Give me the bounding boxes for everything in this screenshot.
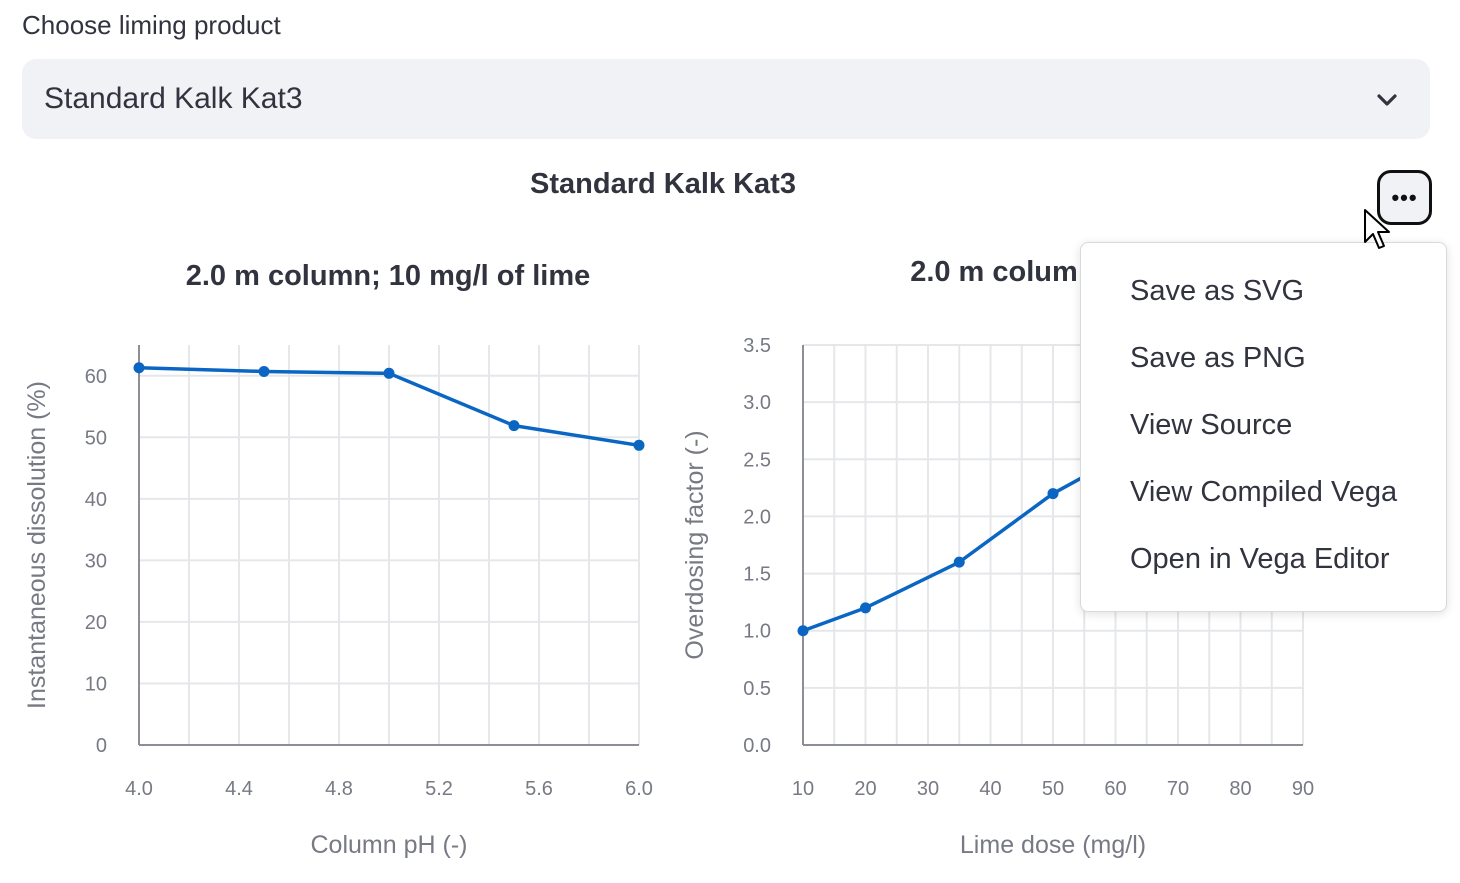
menu-item-save-png[interactable]: Save as PNG xyxy=(1130,342,1306,374)
y-tick-label: 1.5 xyxy=(743,564,771,586)
data-point xyxy=(1047,488,1059,500)
chart-group-title: Standard Kalk Kat3 xyxy=(530,168,796,200)
y-tick-label: 2.0 xyxy=(743,506,771,528)
y-tick-label: 40 xyxy=(85,489,107,511)
y-tick-label: 3.5 xyxy=(743,335,771,357)
data-point xyxy=(383,367,395,379)
chart-title: 2.0 m colum xyxy=(910,256,1078,288)
data-point xyxy=(797,625,809,637)
chart-actions-menu: Save as SVG Save as PNG View Source View… xyxy=(1080,242,1447,612)
x-axis-title: Lime dose (mg/l) xyxy=(960,831,1146,859)
y-tick-label: 0.5 xyxy=(743,678,771,700)
x-tick-label: 80 xyxy=(1229,778,1251,800)
y-axis-title: Instantaneous dissolution (%) xyxy=(23,381,51,709)
x-tick-label: 60 xyxy=(1104,778,1126,800)
x-tick-label: 4.8 xyxy=(325,778,353,800)
liming-product-select[interactable]: Standard Kalk Kat3 xyxy=(22,59,1430,139)
x-tick-label: 4.4 xyxy=(225,778,253,800)
y-tick-label: 30 xyxy=(85,550,107,572)
x-tick-label: 5.2 xyxy=(425,778,453,800)
y-tick-label: 3.0 xyxy=(743,392,771,414)
x-tick-label: 90 xyxy=(1292,778,1314,800)
x-tick-label: 10 xyxy=(792,778,814,800)
y-tick-label: 60 xyxy=(85,366,107,388)
data-point xyxy=(633,439,645,451)
data-point xyxy=(860,602,871,614)
y-tick-label: 0 xyxy=(96,735,107,757)
x-tick-label: 70 xyxy=(1167,778,1189,800)
chart-2: 10 20 30 40 50 60 70 80 90 0.0 0.5 1.0 1.5 2.0 2.5 3.0 3… xyxy=(681,256,1314,859)
menu-item-view-compiled-vega[interactable]: View Compiled Vega xyxy=(1130,476,1398,508)
mouse-cursor-icon xyxy=(1364,209,1390,249)
x-tick-label: 5.6 xyxy=(525,778,553,800)
data-point xyxy=(258,365,270,377)
y-tick-label: 0.0 xyxy=(743,735,771,757)
data-point xyxy=(133,362,145,374)
x-tick-label: 4.0 xyxy=(125,778,153,800)
data-point xyxy=(953,556,965,568)
select-value: Standard Kalk Kat3 xyxy=(44,82,303,115)
chevron-down-icon xyxy=(1377,94,1397,106)
x-tick-label: 40 xyxy=(979,778,1001,800)
menu-item-open-vega-editor[interactable]: Open in Vega Editor xyxy=(1130,543,1390,575)
y-tick-label: 20 xyxy=(85,612,107,634)
select-label: Choose liming product xyxy=(22,10,281,40)
y-tick-label: 50 xyxy=(85,427,107,449)
x-tick-label: 20 xyxy=(854,778,876,800)
y-tick-label: 1.0 xyxy=(743,621,771,643)
chart-1: 4.0 4.4 4.8 5.2 5.6 6.0 0 10 20 30 40 50 60 2.0 m col… xyxy=(23,260,653,859)
x-axis-title: Column pH (-) xyxy=(311,831,468,859)
x-tick-label: 6.0 xyxy=(625,778,653,800)
y-tick-label: 2.5 xyxy=(743,449,771,471)
x-tick-label: 30 xyxy=(917,778,939,800)
chart-title: 2.0 m column; 10 mg/l of lime xyxy=(186,260,591,292)
chart-actions-button[interactable]: ••• xyxy=(1377,170,1432,225)
menu-item-save-svg[interactable]: Save as SVG xyxy=(1130,275,1305,307)
y-axis-title: Overdosing factor (-) xyxy=(681,430,709,659)
y-tick-label: 10 xyxy=(85,673,107,695)
x-tick-label: 50 xyxy=(1042,778,1064,800)
data-point xyxy=(508,420,520,432)
menu-item-view-source[interactable]: View Source xyxy=(1130,409,1293,441)
ellipsis-icon: ••• xyxy=(1391,185,1418,210)
